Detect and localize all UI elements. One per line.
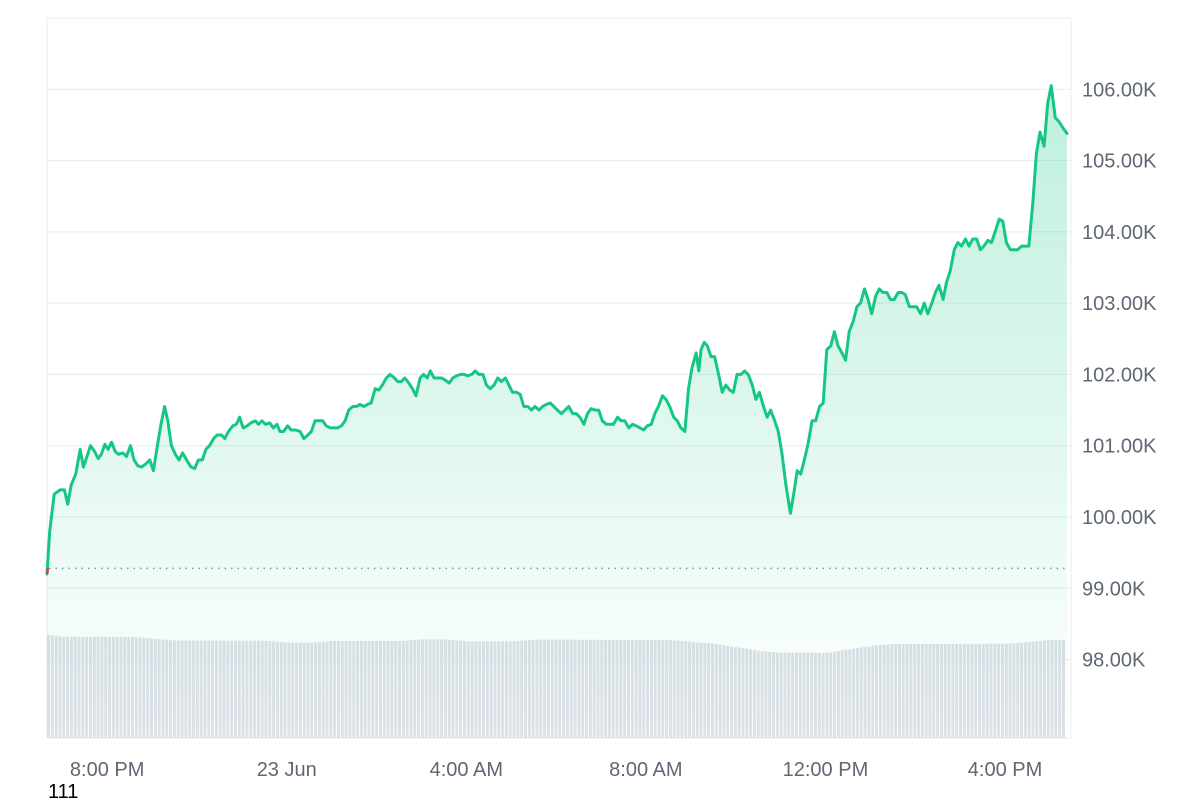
y-axis-ticks: 98.00K 99.00K 100.00K 101.00K 102.00K 103.00K… [1082,79,1157,671]
x-tick-label: 4:00 AM [430,759,503,781]
x-tick-label: 12:00 PM [783,759,869,781]
x-tick-label: 23 Jun [257,759,317,781]
x-tick-label: 4:00 PM [968,759,1042,781]
y-tick-label: 105.00K [1082,151,1157,173]
y-tick-label: 101.00K [1082,436,1157,458]
x-axis-ticks: 8:00 PM 23 Jun 4:00 AM 8:00 AM 12:00 PM 4:00 … [70,759,1042,781]
price-line-below-open [45,568,50,575]
y-tick-label: 98.00K [1082,650,1146,672]
y-tick-label: 100.00K [1082,507,1157,529]
x-tick-label: 8:00 PM [70,759,144,781]
y-tick-label: 104.00K [1082,222,1157,244]
footnote-text: 111 [48,781,79,803]
price-area-fill [47,85,1067,738]
y-tick-label: 106.00K [1082,79,1157,101]
y-tick-label: 103.00K [1082,293,1157,315]
price-line[interactable] [45,84,1069,576]
x-tick-label: 8:00 AM [609,759,682,781]
y-tick-label: 99.00K [1082,578,1146,600]
y-tick-label: 102.00K [1082,364,1157,386]
